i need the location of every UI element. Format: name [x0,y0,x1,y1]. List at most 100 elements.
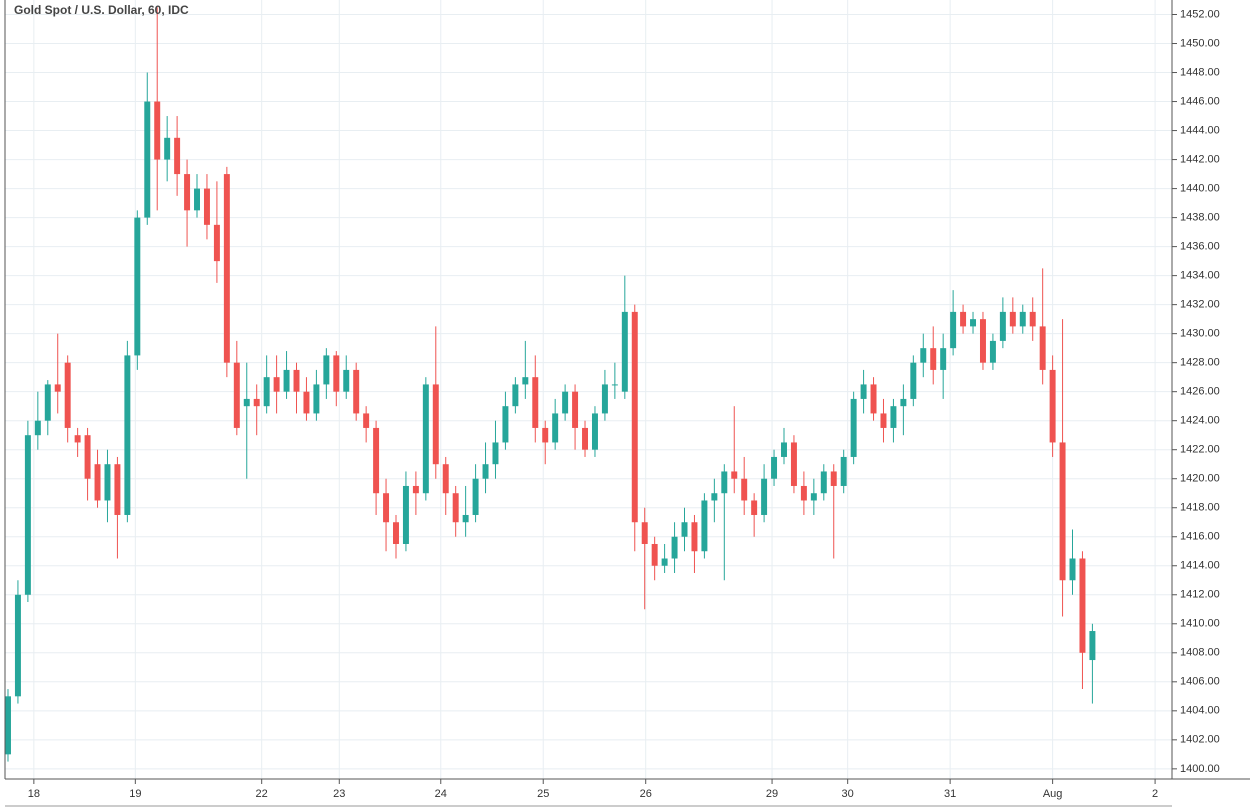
candle-body [104,464,111,501]
candle-body [641,522,648,544]
y-tick-label: 1452.00 [1180,8,1220,20]
candle-body [582,427,589,450]
candle-body [1029,311,1036,327]
y-tick-label: 1444.00 [1180,124,1220,136]
candle-body [1069,558,1076,581]
candle-body [164,137,171,160]
candle-body [203,188,210,225]
y-tick-label: 1434.00 [1180,270,1220,282]
candle-body [383,493,390,523]
candle-body [860,384,867,399]
candle-body [940,348,947,370]
candle-body [910,362,917,399]
x-tick-label: 24 [435,788,447,800]
candle-body [870,384,877,414]
candle-body [591,413,598,450]
candle-body [393,522,399,544]
candle-body [114,464,121,515]
candle-body [830,471,837,486]
y-tick-label: 1400.00 [1180,763,1220,775]
candle-body [343,369,350,392]
x-tick-label: 2 [1152,788,1158,800]
candle-body [800,485,807,501]
candle-body [562,391,569,414]
candle-body [144,101,151,218]
candle-body [532,377,539,428]
candle-body [611,384,618,386]
candle-body [751,500,758,515]
y-tick-label: 1420.00 [1180,473,1220,485]
candle-body [890,406,897,428]
y-tick-label: 1410.00 [1180,618,1220,630]
candle-body [1009,311,1016,327]
candle-body [930,348,937,370]
candle-body [462,514,469,523]
x-tick-label: 23 [333,788,345,800]
candle-body [134,217,141,356]
y-tick-label: 1406.00 [1180,676,1220,688]
y-tick-label: 1404.00 [1180,705,1220,717]
candle-body [313,384,320,414]
x-tick-label: 19 [129,788,141,800]
candle-body [64,362,71,428]
candle-body [1089,631,1096,661]
y-tick-label: 1422.00 [1180,444,1220,456]
candle-body [900,398,907,407]
candle-body [552,413,559,443]
y-tick-label: 1428.00 [1180,357,1220,369]
candle-body [74,435,81,443]
candle-body [691,522,698,552]
y-tick-label: 1416.00 [1180,531,1220,543]
candle-body [761,478,768,515]
candle-body [432,384,439,465]
x-tick-label: Aug [1043,788,1063,800]
candle-body [950,311,957,349]
candle-body [363,413,370,428]
candle-body [233,362,240,428]
y-tick-label: 1414.00 [1180,560,1220,572]
y-tick-label: 1426.00 [1180,386,1220,398]
y-tick-label: 1412.00 [1180,589,1220,601]
candle-body [442,464,449,494]
candle-body [472,478,479,515]
candle-body [820,471,827,494]
y-tick-label: 1418.00 [1180,502,1220,514]
candle-body [850,398,857,457]
candle-body [14,594,21,697]
candle-body [522,377,529,385]
candle-body [721,471,728,494]
candle-body [333,355,340,392]
candle-body [412,485,419,494]
candle-body [422,384,429,494]
candle-body [601,384,608,414]
candle-body [979,319,986,363]
x-tick-label: 25 [537,788,549,800]
candle-body [373,427,380,494]
y-tick-label: 1440.00 [1180,182,1220,194]
candle-body [94,464,101,501]
candle-body [970,319,977,327]
candle-body [223,174,230,363]
y-tick-label: 1438.00 [1180,212,1220,224]
candle-body [621,311,628,392]
candle-body [263,377,270,407]
candle-body [1049,369,1056,443]
x-tick-label: 30 [842,788,854,800]
candle-body [631,311,638,523]
candle-body [701,500,708,552]
candle-body [771,456,778,479]
candle-body [174,137,181,175]
y-tick-label: 1446.00 [1180,95,1220,107]
y-tick-label: 1432.00 [1180,299,1220,311]
labels: 1400.00 1402.00 1404.00 1406.00 1408.00 1410.… [28,8,1220,799]
candle-body [402,485,409,544]
candle-body [34,420,41,436]
x-tick-label: 29 [766,788,778,800]
candle-body [661,558,668,566]
candle-body [184,174,191,211]
candle-body [5,696,11,755]
candles [5,7,1096,762]
candle-body [44,384,51,421]
